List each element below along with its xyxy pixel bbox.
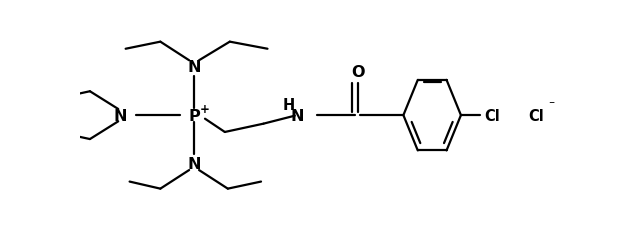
Text: N: N [188,157,201,172]
Text: O: O [351,65,365,80]
Text: N: N [290,108,303,123]
Text: H: H [282,98,294,112]
Text: +: + [200,102,210,115]
Text: Cl: Cl [529,108,544,123]
Text: N: N [188,60,201,75]
Text: P: P [188,108,200,123]
Text: Cl: Cl [484,108,500,123]
Text: ⁻: ⁻ [548,99,554,112]
Text: N: N [114,108,127,123]
